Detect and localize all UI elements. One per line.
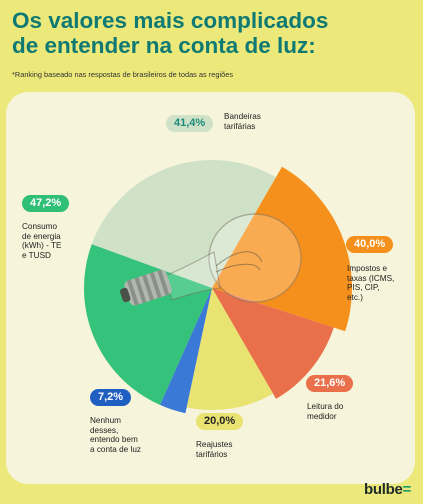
pie-slice bbox=[212, 166, 353, 332]
slice-label-line: Consumo bbox=[22, 222, 58, 231]
slice-label-line: tarifárias bbox=[224, 121, 256, 131]
slice-label: Reajustes tarifários bbox=[196, 440, 232, 459]
slice-label: Leitura do medidor bbox=[307, 402, 343, 421]
subtitle: *Ranking baseado nas respostas de brasil… bbox=[12, 70, 234, 79]
slice-label-line: Impostos e bbox=[347, 264, 388, 273]
pie-slice bbox=[212, 288, 334, 399]
percent-badge: 21,6% bbox=[306, 375, 354, 392]
light-bulb-illustration bbox=[120, 213, 302, 306]
percent-badge: 7,2% bbox=[90, 389, 132, 406]
logo-mark: = bbox=[402, 481, 412, 498]
slice-label-line: taxas (ICMS, bbox=[347, 273, 395, 283]
percent-badge: 40,0% bbox=[346, 236, 394, 253]
slice-label-line: PIS, CIP, bbox=[347, 283, 380, 292]
slice-label-line: a conta de luz bbox=[90, 444, 141, 454]
pie-slice bbox=[159, 288, 212, 414]
slice-label-line: Reajustes bbox=[196, 440, 233, 449]
title-line-1: Os valores mais complicados bbox=[12, 8, 329, 33]
slice-label-line: etc.) bbox=[347, 292, 363, 302]
slice-label-line: tarifários bbox=[196, 449, 228, 459]
slice-label-line: desses, bbox=[90, 425, 119, 435]
slice-label-line: Bandeiras bbox=[224, 112, 261, 121]
page-title: Os valores mais complicados de entender … bbox=[12, 8, 412, 58]
slice-label: Nenhum desses, entendo bem a conta de luz bbox=[90, 416, 141, 454]
slice-label-line: entendo bem bbox=[90, 435, 138, 444]
slice-label-line: medidor bbox=[307, 411, 337, 421]
slice-label-line: (kWh) - TE bbox=[22, 241, 62, 250]
percent-badge: 20,0% bbox=[196, 413, 244, 430]
percent-badge: 41,4% bbox=[166, 115, 214, 132]
percent-badge: 47,2% bbox=[22, 195, 70, 212]
slice-label-line: Leitura do bbox=[307, 402, 344, 411]
bulbe-logo: bulbe= bbox=[364, 481, 411, 498]
logo-text: bulbe bbox=[364, 481, 403, 498]
slice-label-line: de energia bbox=[22, 231, 61, 241]
title-line-2: de entender na conta de luz: bbox=[12, 33, 316, 58]
slice-label: Bandeiras tarifárias bbox=[224, 112, 261, 131]
pie-slice bbox=[186, 288, 273, 410]
slice-label-line: e TUSD bbox=[22, 250, 51, 260]
slice-label: Impostos e taxas (ICMS, PIS, CIP, etc.) bbox=[347, 264, 394, 302]
slice-label-line: Nenhum bbox=[90, 416, 121, 425]
pie-slice bbox=[83, 244, 212, 405]
slice-label: Consumo de energia (kWh) - TE e TUSD bbox=[22, 222, 61, 260]
